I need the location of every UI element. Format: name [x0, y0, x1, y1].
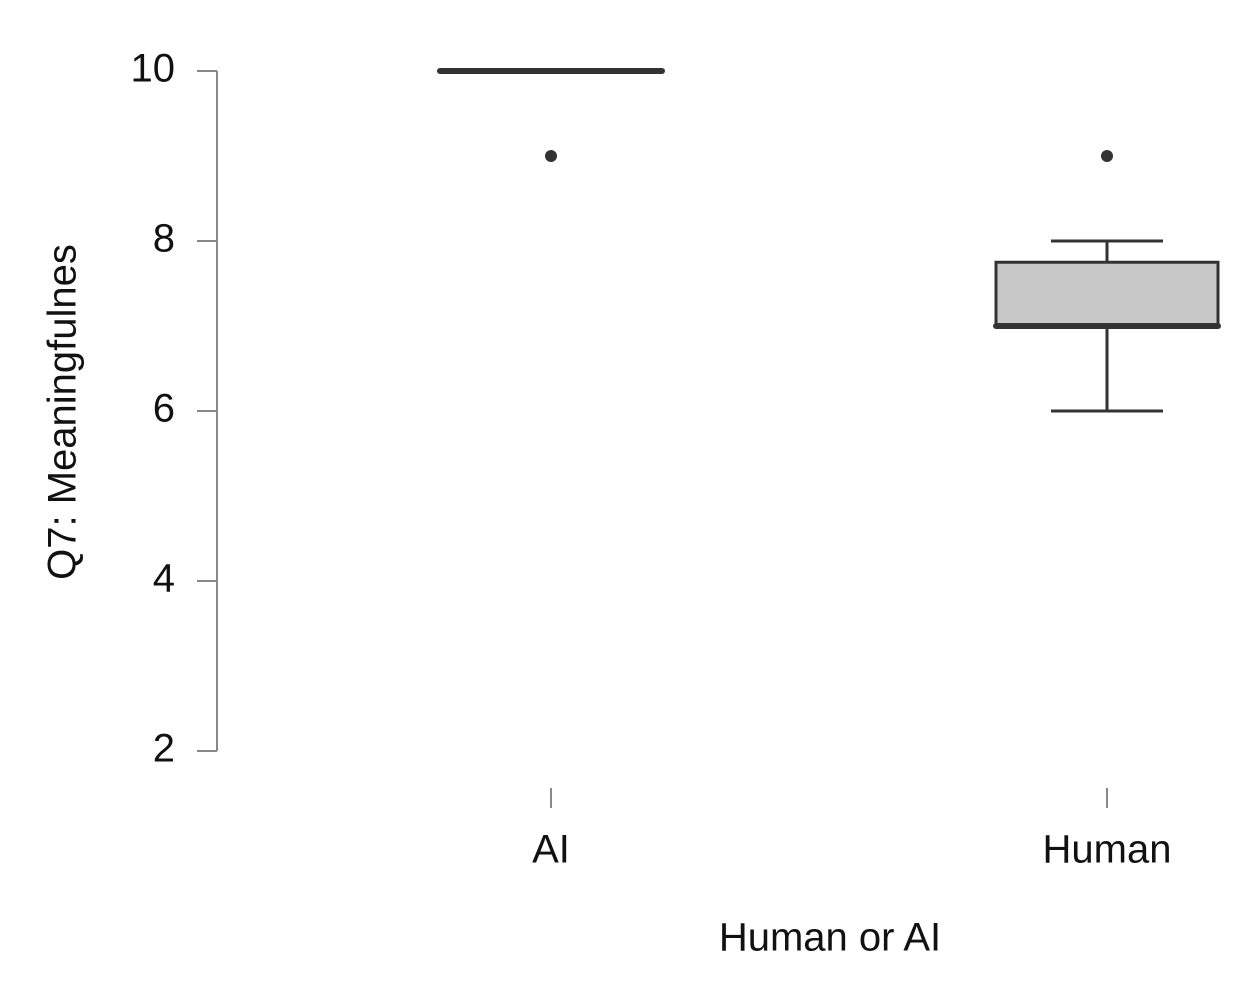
y-axis-title: Q7: Meaningfulnes: [41, 244, 85, 580]
y-tick-label: 2: [153, 727, 175, 771]
y-tick-label: 4: [153, 557, 175, 601]
y-tick-label: 6: [153, 387, 175, 431]
outlier: [1101, 150, 1113, 162]
outlier: [545, 150, 557, 162]
box: [994, 260, 1220, 328]
x-axis-title: Human or AI: [719, 916, 941, 960]
y-tick-label: 10: [131, 47, 176, 91]
x-tick-label: Human: [1043, 828, 1172, 872]
y-tick-label: 8: [153, 217, 175, 261]
x-tick-label: AI: [532, 828, 570, 872]
